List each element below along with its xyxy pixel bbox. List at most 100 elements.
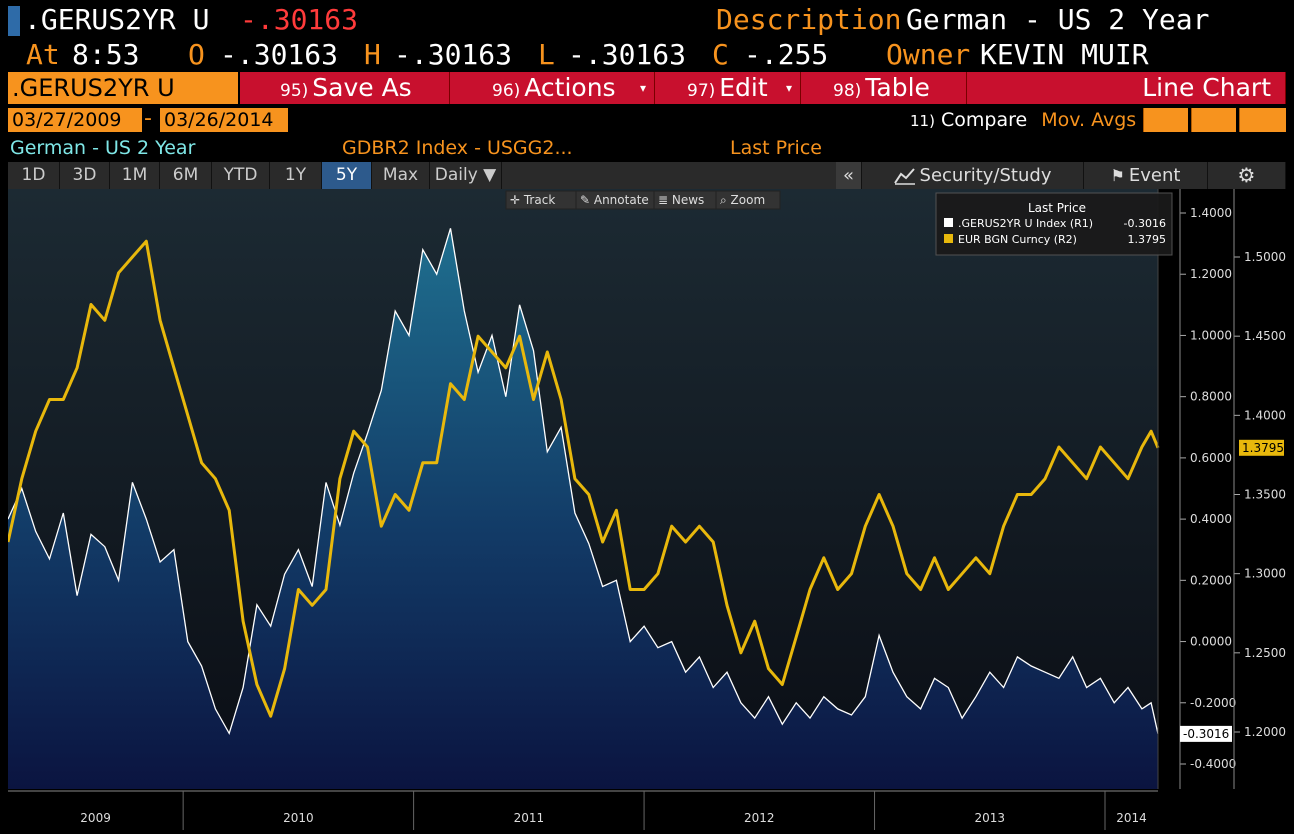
- tool-zoom-button[interactable]: ⌕ Zoom: [715, 190, 781, 210]
- study-chart-icon: [893, 168, 915, 185]
- index-label: GDBR2 Index - USGG2...: [342, 137, 573, 159]
- actions-button[interactable]: 96) Actions ▾: [450, 72, 655, 104]
- owner-label: Owner: [886, 38, 971, 71]
- legend-entry-name: EUR BGN Curncy (R2): [958, 233, 1077, 246]
- r1-tick-label: 1.2000: [1190, 267, 1232, 281]
- flag-icon: ⚑: [1110, 166, 1125, 185]
- range-button-1y[interactable]: 1Y: [270, 162, 322, 189]
- r1-last-badge: [1180, 725, 1232, 742]
- mov-avg-slot-1[interactable]: [1143, 108, 1188, 132]
- edit-label: Edit: [719, 73, 768, 102]
- open-label: O: [188, 38, 205, 71]
- high-label: H: [364, 38, 381, 71]
- r1-tick-label: 1.0000: [1190, 328, 1232, 342]
- save-as-label: Save As: [312, 73, 412, 102]
- mov-avg-slot-2[interactable]: [1191, 108, 1236, 132]
- r2-tick-label: 1.3000: [1244, 567, 1286, 581]
- table-label: Table: [865, 73, 930, 102]
- security-marker: [8, 6, 20, 36]
- tool-annotate-button[interactable]: ✎ Annotate: [575, 190, 655, 210]
- r2-tick-label: 1.5000: [1244, 250, 1286, 264]
- end-date-field[interactable]: 03/26/2014: [160, 108, 288, 132]
- save-as-number: 95): [280, 81, 309, 101]
- security-study-label: Security/Study: [919, 165, 1052, 186]
- table-number: 98): [833, 81, 862, 101]
- x-tick-label: 2010: [283, 811, 314, 825]
- tool-news-button[interactable]: ≣ News: [653, 190, 717, 210]
- time-value: 8:53: [72, 38, 140, 71]
- edit-button[interactable]: 97) Edit ▾: [655, 72, 801, 104]
- legend-swatch: [944, 218, 953, 227]
- legend-entry-value: 1.3795: [1128, 233, 1167, 246]
- r1-tick-label: 0.4000: [1190, 512, 1232, 526]
- at-label: At: [26, 38, 60, 71]
- price-field-label: Last Price: [730, 137, 822, 159]
- r1-tick-label: 1.4000: [1190, 206, 1232, 220]
- range-button-3d[interactable]: 3D: [60, 162, 110, 189]
- save-as-button[interactable]: 95) Save As: [240, 72, 450, 104]
- line-chart[interactable]: ✛ Track ✎ Annotate ≣ News ⌕ Zoom 1.4000 1.200…: [6, 189, 1286, 830]
- range-button-daily[interactable]: Daily ▼: [430, 162, 502, 189]
- x-tick-label: 2012: [744, 811, 775, 825]
- event-button[interactable]: ⚑ Event: [1084, 162, 1208, 189]
- security-study-button[interactable]: Security/Study: [862, 162, 1084, 189]
- description-value: German - US 2 Year: [906, 3, 1210, 36]
- settings-gear-icon[interactable]: ⚙: [1208, 162, 1286, 189]
- date-separator: -: [144, 106, 152, 131]
- r1-last-label: -0.3016: [1183, 727, 1229, 741]
- r2-tick-label: 1.2000: [1244, 725, 1286, 739]
- last-value: -.30163: [240, 3, 359, 36]
- table-button[interactable]: 98) Table: [801, 72, 967, 104]
- compare-button[interactable]: 11) Compare Mov. Avgs: [910, 108, 1136, 133]
- legend-swatch: [944, 234, 953, 243]
- legend: Last Price .GERUS2YR U Index (R1) -0.3016 E…: [935, 192, 1173, 256]
- mov-avg-slot-3[interactable]: [1239, 108, 1286, 132]
- r2-tick-label: 1.2500: [1244, 646, 1286, 660]
- owner-value: KEVIN MUIR: [980, 38, 1149, 71]
- r1-tick-label: 0.0000: [1190, 635, 1232, 649]
- x-tick-label: 2013: [974, 811, 1005, 825]
- open-value: -.30163: [220, 38, 339, 71]
- compare-number: 11): [910, 112, 935, 130]
- legend-entry-name: .GERUS2YR U Index (R1): [958, 217, 1093, 230]
- description-label: Description: [716, 3, 902, 36]
- security-field[interactable]: .GERUS2YR U Index: [8, 72, 238, 104]
- mov-avgs-label[interactable]: Mov. Avgs: [1041, 109, 1137, 131]
- r2-last-badge: [1239, 439, 1284, 456]
- tool-track-button[interactable]: ✛ Track: [505, 190, 577, 210]
- series-gerus2yr-area: [8, 228, 1158, 790]
- legend-entry-value: -0.3016: [1124, 217, 1166, 230]
- chart-type-button[interactable]: Line Chart: [967, 72, 1286, 104]
- actions-label: Actions: [524, 73, 616, 102]
- compare-label: Compare: [941, 109, 1028, 131]
- x-tick-label: 2011: [514, 811, 545, 825]
- r1-tick-label: 0.2000: [1190, 573, 1232, 587]
- range-button-ytd[interactable]: YTD: [212, 162, 270, 189]
- r2-tick-label: 1.4000: [1244, 408, 1286, 422]
- actions-dropdown-icon: ▾: [639, 81, 646, 95]
- edit-number: 97): [687, 81, 716, 101]
- close-value: -.255: [744, 38, 829, 71]
- r2-last-label: 1.3795: [1242, 441, 1284, 455]
- x-tick-label: 2009: [80, 811, 111, 825]
- range-button-5y[interactable]: 5Y: [322, 162, 372, 189]
- chart-area[interactable]: ✛ Track ✎ Annotate ≣ News ⌕ Zoom 1.4000 1.200…: [6, 189, 1286, 830]
- range-button-6m[interactable]: 6M: [160, 162, 212, 189]
- collapse-button[interactable]: «: [836, 162, 862, 189]
- tool-track-label: ✛ Track: [510, 193, 555, 207]
- series-gerus2yr-line: [7, 228, 1159, 736]
- function-toolbar: 95) Save As 96) Actions ▾ 97) Edit ▾ 98) Table…: [0, 72, 1294, 104]
- tool-annotate-label: ✎ Annotate: [580, 193, 649, 207]
- range-button-max[interactable]: Max: [372, 162, 430, 189]
- r1-tick-label: -0.2000: [1190, 696, 1236, 710]
- close-label: C: [712, 38, 729, 71]
- legend-title: Last Price: [1028, 201, 1086, 215]
- start-date-field[interactable]: 03/27/2009: [8, 108, 142, 132]
- range-button-1m[interactable]: 1M: [110, 162, 160, 189]
- range-bar: 1D 3D 1M 6M YTD 1Y 5Y Max Daily ▼: [8, 162, 840, 189]
- low-value: -.30163: [568, 38, 687, 71]
- range-button-1d[interactable]: 1D: [8, 162, 60, 189]
- r1-tick-label: 0.6000: [1190, 451, 1232, 465]
- series-eurbgn-line: [6, 239, 1160, 718]
- security-name: German - US 2 Year: [10, 137, 196, 159]
